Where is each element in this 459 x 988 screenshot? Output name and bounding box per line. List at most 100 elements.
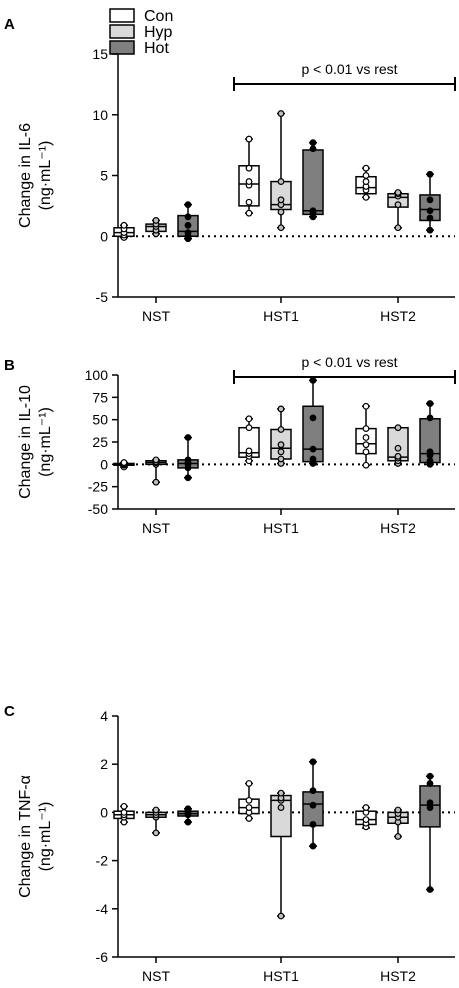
- data-point: [245, 815, 253, 822]
- data-point: [309, 445, 317, 453]
- data-point: [245, 164, 253, 172]
- data-point: [394, 452, 402, 460]
- data-point: [394, 224, 402, 232]
- data-point: [362, 461, 370, 469]
- x-tick-label: NST: [142, 520, 170, 536]
- y-tick-label: -2: [96, 853, 109, 869]
- box-hyp-hst2: [387, 189, 409, 232]
- data-point: [184, 434, 192, 441]
- data-point: [184, 229, 192, 237]
- data-point: [277, 224, 285, 232]
- data-point: [362, 816, 370, 824]
- data-point: [309, 758, 317, 766]
- data-point: [120, 459, 128, 466]
- y-tick-label: 100: [85, 367, 109, 383]
- data-point: [309, 842, 317, 850]
- significance-annotation: p < 0.01 vs rest: [233, 354, 456, 384]
- legend-label-hyp: Hyp: [144, 24, 173, 41]
- data-point: [152, 456, 160, 464]
- data-point: [362, 172, 370, 179]
- significance-label: p < 0.01 vs rest: [301, 61, 397, 77]
- data-point: [277, 804, 285, 811]
- panel-letter: C: [4, 703, 15, 720]
- data-point: [394, 424, 402, 432]
- data-point: [362, 434, 370, 441]
- box-hot-hst2: [419, 170, 441, 234]
- data-point: [362, 448, 370, 456]
- data-point: [362, 178, 370, 185]
- x-tick-label: HST1: [263, 308, 299, 324]
- data-point: [184, 456, 192, 464]
- data-point: [277, 912, 285, 920]
- box-hot-hst1: [302, 139, 324, 221]
- box-hot-nst: [177, 201, 199, 243]
- data-point: [152, 829, 160, 837]
- data-point: [426, 226, 434, 234]
- data-point: [245, 415, 253, 423]
- data-point: [426, 170, 434, 178]
- data-point: [362, 441, 370, 449]
- data-point: [120, 221, 128, 229]
- data-point: [120, 809, 128, 816]
- data-point: [309, 801, 317, 809]
- y-tick-label: 10: [92, 107, 108, 123]
- data-point: [277, 405, 285, 413]
- box-con-hst2: [355, 804, 377, 831]
- y-tick-label: 0: [100, 456, 108, 472]
- legend-label-hot: Hot: [144, 40, 169, 57]
- significance-label: p < 0.01 vs rest: [301, 354, 397, 370]
- box-iqr: [302, 791, 324, 827]
- y-tick-label: -5: [96, 289, 109, 305]
- data-point: [277, 110, 285, 117]
- y-axis-label: Change in IL-6 (ng·mL⁻¹): [17, 123, 54, 228]
- data-point: [426, 414, 434, 422]
- y-tick-label: -6: [96, 949, 109, 965]
- x-tick-label: HST1: [263, 520, 299, 536]
- x-tick-label: NST: [142, 308, 170, 324]
- data-point: [245, 804, 253, 811]
- data-point: [309, 145, 317, 153]
- box-hot-hst1: [302, 376, 324, 467]
- data-point: [184, 213, 192, 221]
- y-tick-label: 5: [100, 168, 108, 184]
- data-point: [277, 178, 285, 185]
- y-tick-label: 0: [100, 228, 108, 244]
- data-point: [362, 193, 370, 201]
- y-tick-label: -25: [88, 479, 108, 495]
- box-con-hst1: [238, 415, 260, 465]
- box-hyp-hst2: [387, 806, 409, 840]
- data-point: [277, 441, 285, 449]
- data-point: [309, 821, 317, 828]
- data-point: [362, 164, 370, 172]
- y-axis-label: Change in IL-10 (ng·mL⁻¹): [17, 385, 54, 499]
- y-tick-label: -50: [88, 501, 108, 517]
- data-point: [394, 444, 402, 452]
- data-point: [394, 806, 402, 814]
- data-point: [245, 796, 253, 804]
- box-con-hst2: [355, 164, 377, 201]
- data-point: [426, 780, 434, 787]
- box-con-nst: [113, 802, 135, 826]
- x-tick-label: HST2: [380, 308, 416, 324]
- box-hyp-nst: [145, 217, 167, 238]
- legend-swatch-hot: [109, 40, 135, 55]
- y-label-line2: (ng·mL⁻¹): [37, 141, 54, 211]
- data-point: [394, 189, 402, 196]
- y-tick-label: 50: [92, 412, 108, 428]
- data-point: [426, 886, 434, 893]
- data-point: [245, 198, 253, 206]
- data-point: [426, 196, 434, 204]
- box-con-hst1: [238, 780, 260, 822]
- y-label-line2: (ng·mL⁻¹): [37, 802, 54, 872]
- y-tick-label: -4: [96, 901, 109, 917]
- data-point: [245, 780, 253, 787]
- data-point: [277, 196, 285, 204]
- data-point: [394, 833, 402, 840]
- box-hot-hst2: [419, 772, 441, 893]
- y-axis-label: Change in TNF-α (ng·mL⁻¹): [17, 775, 54, 898]
- data-point: [277, 448, 285, 456]
- y-label-line1: Change in TNF-α: [17, 775, 34, 898]
- x-tick-label: HST1: [263, 968, 299, 984]
